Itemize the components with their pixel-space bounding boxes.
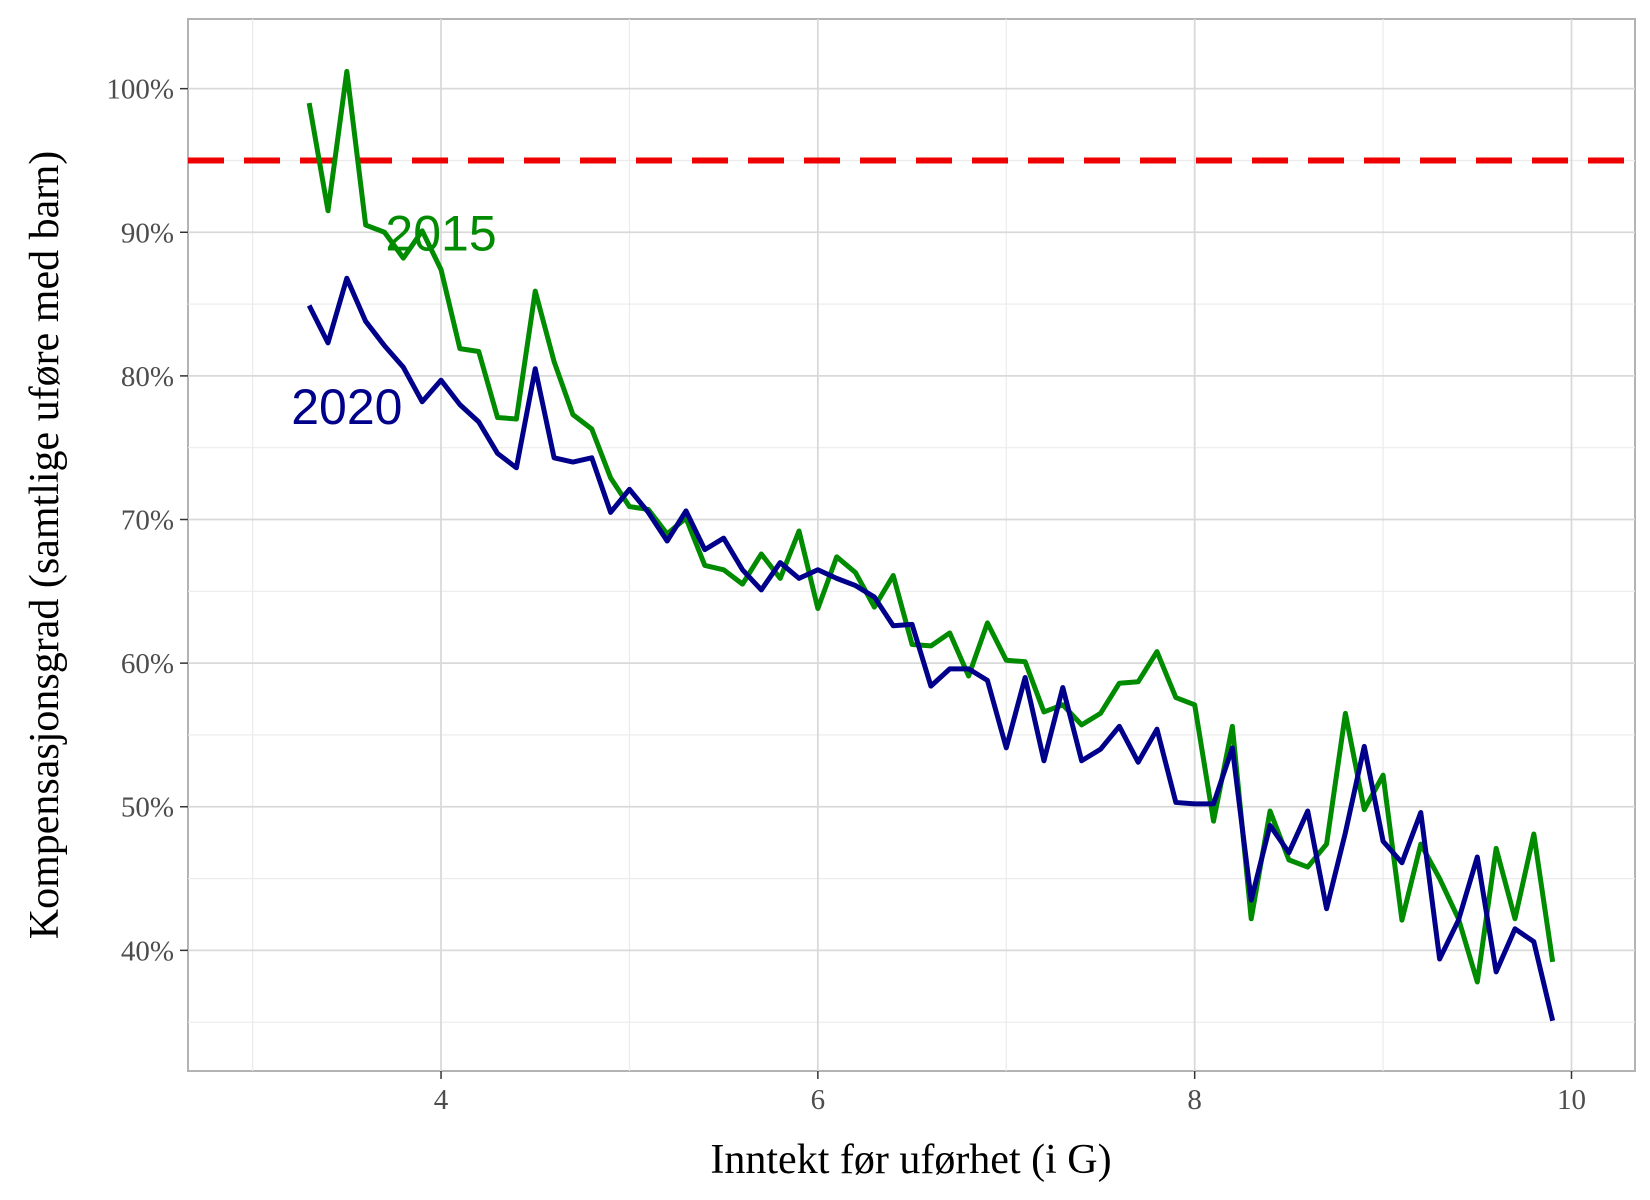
series-line <box>306 275 1556 1022</box>
y-tick-label: 100% <box>106 74 174 106</box>
x-tick-label: 8 <box>1187 1084 1202 1116</box>
x-tick-label: 10 <box>1557 1084 1586 1116</box>
y-tick-label: 60% <box>121 648 174 680</box>
y-tick-label: 40% <box>121 935 174 967</box>
annotation: 2015 <box>385 205 496 261</box>
plot-panel <box>187 18 1636 1072</box>
y-axis-title: Kompensasjonsgrad (samtlige uføre med ba… <box>22 151 68 939</box>
series-line <box>306 68 1556 985</box>
x-tick-label: 4 <box>434 1084 449 1116</box>
x-tick-label: 6 <box>811 1084 826 1116</box>
x-axis-title: Inntekt før uførhet (i G) <box>710 1137 1111 1183</box>
y-tick-label: 70% <box>121 505 174 537</box>
y-tick-label: 90% <box>121 217 174 249</box>
y-tick-label: 80% <box>121 361 174 393</box>
annotation: 2020 <box>291 379 402 435</box>
y-tick-label: 50% <box>121 792 174 824</box>
